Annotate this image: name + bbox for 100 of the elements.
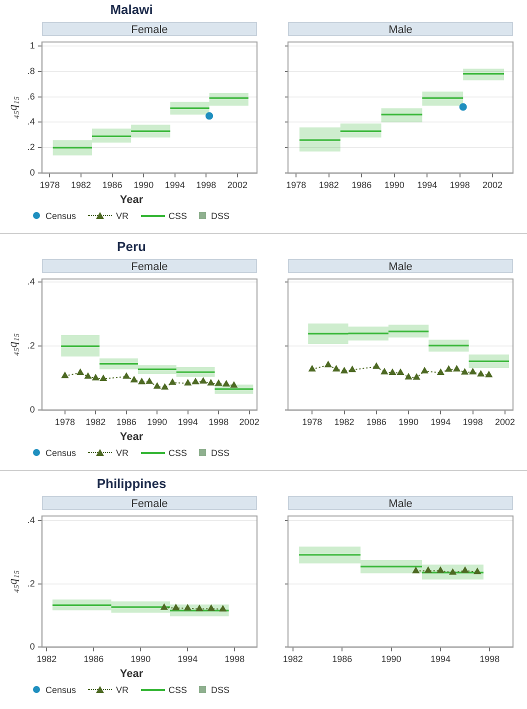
x-tick-label: 1982 (318, 180, 339, 190)
point (308, 365, 316, 372)
x-tick-label: 2002 (494, 417, 515, 428)
point (372, 362, 380, 369)
x-tick-label: 1990 (398, 417, 419, 428)
point (92, 374, 100, 380)
x-tick-label: 1986 (116, 417, 136, 428)
x-tick-label: 1978 (286, 180, 306, 190)
x-tick-label: 1994 (178, 417, 198, 428)
point (161, 384, 168, 390)
y-axis-title: ₄₅q₁₅ (5, 333, 20, 356)
point (207, 379, 214, 386)
point (405, 373, 412, 380)
chart-title: Peru (116, 239, 147, 254)
legend-label: CSS (168, 685, 188, 695)
x-tick-label: 1990 (381, 654, 402, 664)
x-tick-label: 1982 (86, 417, 106, 428)
legend-label: DSS (211, 211, 230, 221)
x-tick-label: 1990 (384, 180, 404, 190)
point (192, 378, 199, 384)
y-tick-label: 0 (30, 404, 35, 415)
point (453, 365, 460, 372)
x-tick-label: 1986 (352, 180, 372, 190)
point (184, 379, 192, 386)
point (146, 378, 153, 384)
point (130, 376, 138, 382)
x-tick-label: 1978 (54, 417, 75, 428)
legend-label: CSS (168, 448, 188, 458)
legend-label: Census (45, 685, 76, 695)
point (324, 361, 332, 368)
x-tick-label: 2002 (482, 180, 503, 190)
point (100, 374, 107, 382)
legend-label: DSS (211, 685, 230, 695)
chart-title: Philippines (96, 476, 168, 491)
point (84, 372, 92, 379)
y-axis-title: ₄₅q₁₅ (5, 570, 20, 593)
point (76, 368, 84, 375)
x-tick-label: 1998 (450, 180, 470, 190)
point (477, 370, 484, 377)
x-tick-label: 1994 (178, 654, 198, 664)
point (122, 372, 130, 379)
chart-subtitle: Male (288, 496, 513, 510)
x-tick-label: 1994 (430, 654, 450, 664)
x-tick-label: 1982 (334, 417, 354, 428)
legend-label: VR (116, 211, 128, 221)
x-tick-label: 1978 (302, 417, 322, 428)
y-tick-label: .6 (27, 91, 35, 102)
point (348, 366, 356, 372)
y-tick-label: .2 (27, 340, 35, 351)
x-tick-label: 1998 (196, 180, 216, 190)
x-tick-label: 1994 (164, 180, 185, 190)
x-tick-label: 1986 (366, 417, 386, 428)
x-axis-title: Year (118, 668, 144, 680)
point (169, 378, 176, 385)
legend-label: VR (116, 685, 128, 695)
x-axis-title: Year (118, 431, 144, 443)
point (469, 368, 476, 374)
point (138, 378, 146, 384)
point (389, 368, 396, 375)
x-tick-label: 1990 (147, 417, 168, 428)
x-tick-label: 1986 (84, 654, 104, 664)
point (413, 374, 420, 380)
y-tick-label: .4 (27, 116, 35, 127)
x-tick-label: 1994 (430, 417, 451, 428)
x-tick-label: 1986 (332, 654, 352, 664)
chart-title: Malawi (109, 2, 154, 17)
x-tick-label: 1990 (134, 180, 154, 190)
x-tick-label: 1998 (480, 654, 500, 664)
x-tick-label: 1990 (130, 654, 151, 664)
chart-subtitle: Male (288, 259, 513, 273)
y-tick-label: .2 (27, 578, 35, 588)
legend-label: VR (116, 448, 128, 458)
x-tick-label: 1986 (102, 180, 122, 190)
point (485, 371, 492, 378)
point (461, 368, 468, 375)
chart-subtitle: Female (42, 22, 257, 36)
point (62, 372, 68, 378)
x-tick-label: 1982 (36, 654, 57, 664)
x-axis-title: Year (118, 194, 144, 206)
y-tick-label: 1 (30, 40, 35, 50)
x-tick-label: 2002 (239, 417, 260, 428)
chart-subtitle: Male (288, 22, 513, 36)
x-tick-label: 1978 (40, 180, 60, 190)
x-tick-label: 1998 (462, 417, 483, 428)
point (154, 382, 161, 389)
point (437, 368, 444, 375)
legend-label: Census (45, 448, 76, 458)
point (230, 382, 238, 388)
y-tick-label: .4 (27, 276, 35, 287)
x-tick-label: 1982 (71, 180, 92, 190)
y-tick-label: 0 (30, 168, 35, 178)
x-tick-label: 1994 (417, 180, 438, 190)
point (215, 380, 222, 386)
point (397, 368, 404, 375)
legend-label: Census (45, 211, 76, 221)
x-tick-label: 1998 (224, 654, 245, 664)
y-tick-label: .4 (27, 515, 35, 526)
point (332, 365, 340, 372)
point (200, 378, 207, 384)
y-axis-title: ₄₅q₁₅ (5, 96, 20, 119)
